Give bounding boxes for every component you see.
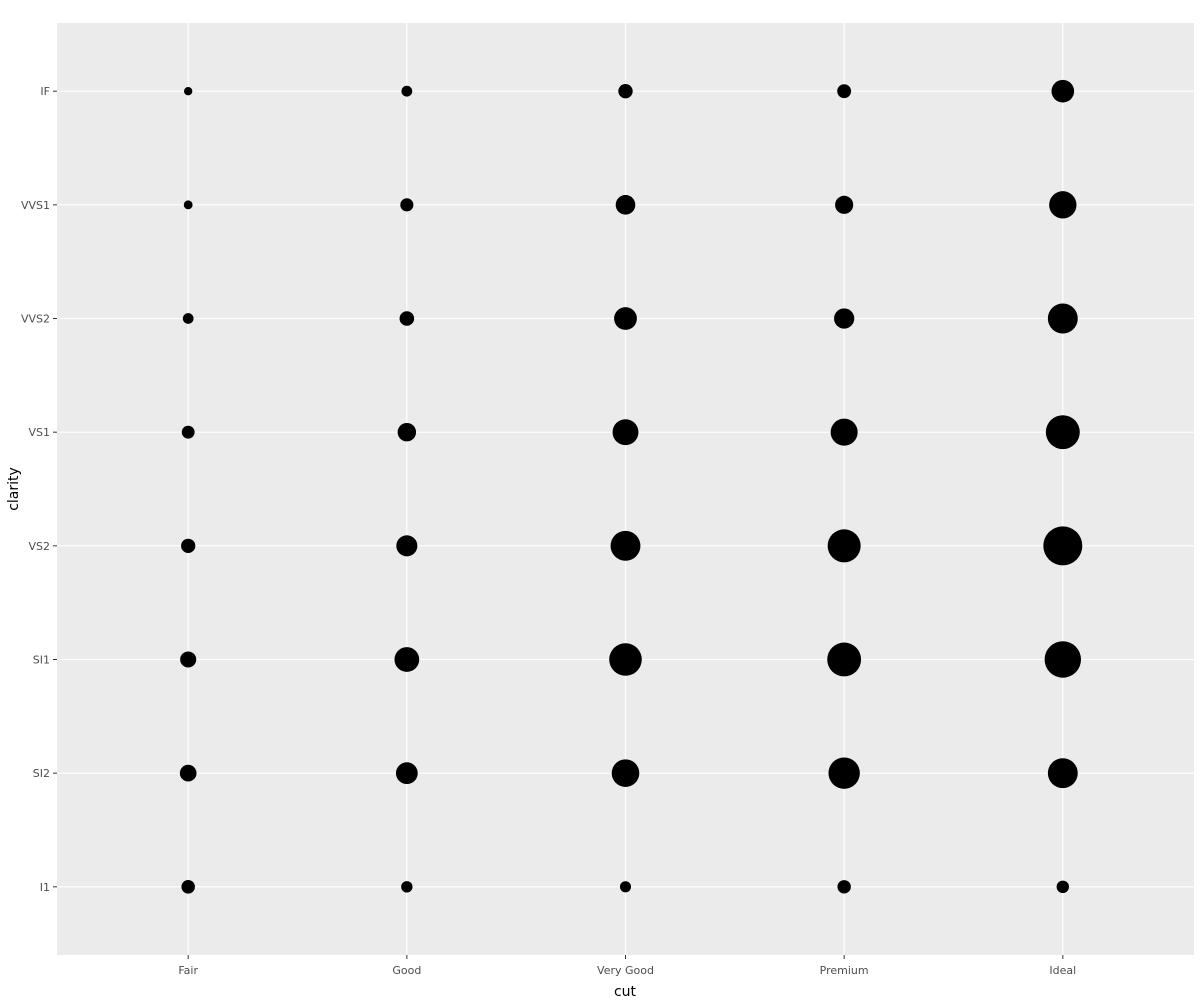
x-tick-label-fair: Fair [178, 964, 198, 977]
point-ideal-vs2 [1043, 526, 1083, 566]
point-very-good-vvs2 [614, 307, 637, 330]
y-tick-label-si2: SI2 [33, 767, 50, 780]
point-fair-vvs2 [182, 313, 194, 324]
point-very-good-si2 [611, 759, 640, 787]
point-good-vs2 [396, 535, 418, 557]
x-tick-label-very-good: Very Good [597, 964, 654, 977]
point-good-si2 [395, 762, 418, 785]
x-tick-label-good: Good [392, 964, 421, 977]
point-premium-vvs2 [834, 308, 855, 329]
point-ideal-i1 [1056, 880, 1070, 894]
x-tick-label-ideal: Ideal [1049, 964, 1076, 977]
point-good-vvs2 [399, 311, 415, 326]
y-tick-label-vvs1: VVS1 [21, 199, 50, 212]
x-axis: Fair Good Very Good Premium Ideal [178, 955, 1076, 977]
y-tick-label-if: IF [40, 85, 50, 98]
point-fair-si2 [179, 764, 197, 782]
point-ideal-vvs2 [1047, 303, 1078, 334]
point-very-good-if [618, 84, 633, 99]
point-very-good-si1 [609, 643, 642, 676]
point-fair-vvs1 [183, 200, 193, 210]
point-good-vs1 [397, 422, 417, 442]
point-fair-si1 [180, 651, 197, 668]
point-ideal-vvs1 [1049, 191, 1077, 219]
y-tick-label-vs1: VS1 [28, 426, 50, 439]
point-good-vvs1 [400, 198, 414, 212]
data-points [179, 79, 1083, 894]
point-premium-if [837, 84, 852, 99]
point-fair-if [184, 87, 193, 96]
point-good-if [401, 85, 413, 97]
point-premium-si2 [828, 757, 860, 789]
point-fair-i1 [181, 880, 195, 894]
point-very-good-i1 [619, 881, 632, 893]
point-premium-vvs1 [835, 195, 854, 214]
point-ideal-if [1051, 79, 1075, 103]
y-tick-label-i1: I1 [40, 881, 50, 894]
y-tick-label-si1: SI1 [33, 653, 50, 666]
point-fair-vs2 [181, 538, 196, 553]
point-ideal-si1 [1044, 641, 1082, 678]
point-ideal-si2 [1047, 758, 1078, 789]
y-axis: I1 SI2 SI1 VS2 VS1 VVS2 VVS1 IF [21, 85, 57, 894]
x-tick-label-premium: Premium [820, 964, 869, 977]
point-premium-si1 [827, 642, 862, 677]
point-premium-vs1 [830, 418, 858, 446]
point-good-si1 [394, 647, 420, 672]
x-axis-title: cut [614, 984, 637, 1000]
point-good-i1 [401, 881, 413, 893]
y-axis-title: clarity [6, 467, 22, 511]
y-tick-label-vvs2: VVS2 [21, 313, 50, 326]
point-very-good-vvs1 [615, 195, 636, 215]
point-fair-vs1 [181, 425, 195, 439]
point-ideal-vs1 [1045, 415, 1080, 450]
point-very-good-vs2 [610, 530, 641, 561]
point-very-good-vs1 [612, 419, 639, 446]
point-premium-i1 [837, 880, 851, 894]
point-premium-vs2 [827, 529, 861, 563]
y-tick-label-vs2: VS2 [28, 540, 50, 553]
